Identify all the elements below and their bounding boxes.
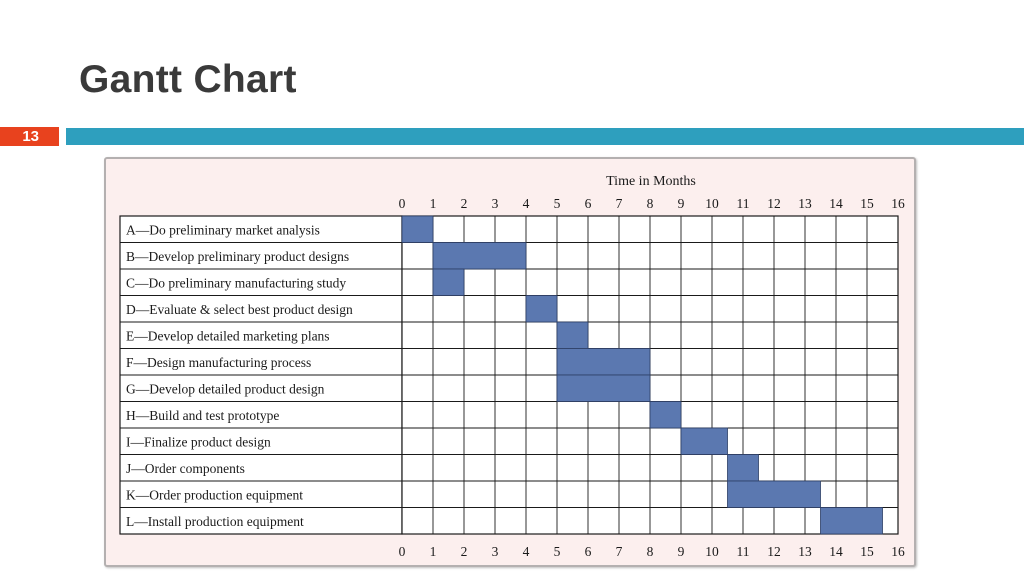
x-tick-label: 16 [891, 196, 905, 211]
task-bar [432, 242, 527, 270]
task-label: K—Order production equipment [126, 487, 303, 502]
task-bar [556, 348, 651, 376]
task-bar [727, 454, 759, 482]
accent-bar [66, 128, 1024, 145]
x-tick-label: 5 [554, 196, 561, 211]
x-tick-label: 6 [585, 196, 592, 211]
x-tick-label: 14 [829, 544, 843, 559]
x-tick-label: 2 [461, 544, 468, 559]
x-tick-label: 13 [798, 544, 812, 559]
x-tick-label: 6 [585, 544, 592, 559]
task-bar [649, 401, 682, 429]
task-bar [525, 295, 558, 323]
task-label: B—Develop preliminary product designs [126, 249, 349, 264]
task-labels: A—Do preliminary market analysis B—Develo… [126, 222, 353, 529]
task-label: G—Develop detailed product design [126, 381, 325, 396]
x-tick-label: 16 [891, 544, 905, 559]
x-tick-label: 14 [829, 196, 843, 211]
task-bar [556, 374, 651, 402]
task-label: F—Design manufacturing process [126, 355, 311, 370]
task-label: I—Finalize product design [126, 434, 271, 449]
task-bar [727, 480, 821, 508]
x-tick-label: 7 [616, 544, 623, 559]
task-label: D—Evaluate & select best product design [126, 302, 353, 317]
chart-title: Time in Months [606, 174, 696, 189]
task-bars [401, 215, 883, 535]
task-bar [432, 268, 465, 296]
x-tick-label: 11 [737, 196, 750, 211]
task-bar [820, 507, 883, 535]
slide-title: Gantt Chart [79, 58, 297, 101]
task-label: A—Do preliminary market analysis [126, 222, 320, 237]
x-tick-label: 1 [430, 544, 437, 559]
gantt-figure: Time in Months A—Do preliminary market a… [104, 157, 916, 567]
x-tick-label: 8 [647, 544, 654, 559]
x-tick-label: 4 [523, 196, 530, 211]
x-tick-label: 10 [705, 544, 719, 559]
gantt-chart: Time in Months A—Do preliminary market a… [119, 174, 905, 559]
x-tick-label: 2 [461, 196, 468, 211]
x-tick-label: 0 [399, 544, 406, 559]
x-tick-label: 5 [554, 544, 561, 559]
x-tick-label: 0 [399, 196, 406, 211]
x-tick-label: 15 [860, 196, 874, 211]
x-ticks-top: 0 1 2 3 4 5 6 7 8 9 10 11 12 13 14 15 16 [399, 196, 905, 211]
x-tick-label: 8 [647, 196, 654, 211]
x-tick-label: 9 [678, 544, 685, 559]
task-label: E—Develop detailed marketing plans [126, 328, 330, 343]
task-label: L—Install production equipment [126, 514, 304, 529]
task-bar [401, 215, 434, 243]
task-label: H—Build and test prototype [126, 408, 279, 423]
x-tick-label: 3 [492, 544, 499, 559]
x-ticks-bottom: 0 1 2 3 4 5 6 7 8 9 10 11 12 13 14 15 16 [399, 544, 905, 559]
x-tick-label: 9 [678, 196, 685, 211]
x-tick-label: 15 [860, 544, 874, 559]
task-bar [680, 427, 728, 455]
x-tick-label: 12 [767, 544, 781, 559]
x-tick-label: 3 [492, 196, 499, 211]
x-tick-label: 10 [705, 196, 719, 211]
task-label: J—Order components [126, 461, 245, 476]
x-tick-label: 13 [798, 196, 812, 211]
x-tick-label: 1 [430, 196, 437, 211]
x-tick-label: 7 [616, 196, 623, 211]
slide-number: 13 [0, 127, 59, 146]
x-tick-label: 11 [737, 544, 750, 559]
x-tick-label: 12 [767, 196, 781, 211]
x-tick-label: 4 [523, 544, 530, 559]
task-bar [556, 321, 589, 349]
task-label: C—Do preliminary manufacturing study [126, 275, 346, 290]
